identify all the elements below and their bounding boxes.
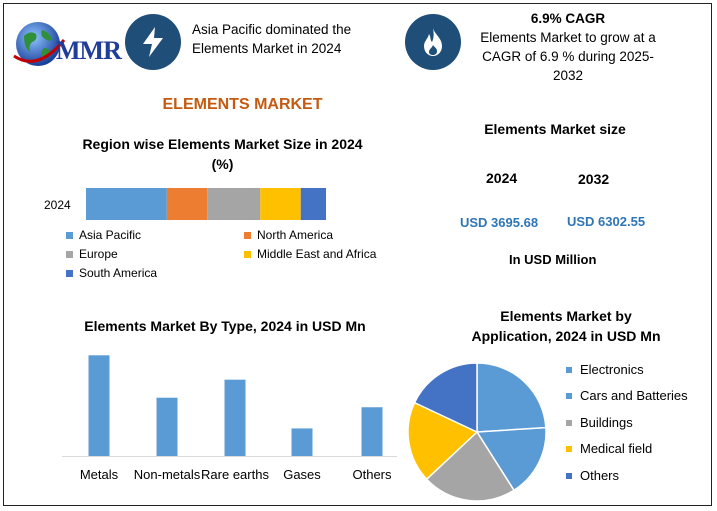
type-bar-others [361, 407, 383, 456]
region-chart-title: Region wise Elements Market Size in 2024… [82, 136, 363, 172]
cagr-title: 6.9% CAGR [530, 11, 606, 26]
market-size-title: Elements Market size [484, 121, 626, 137]
type-bar-non-metals [156, 397, 178, 456]
pie-slice-cars-and-batteries [475, 426, 547, 492]
app-chart-title: Elements Market by Application, 2024 in … [471, 308, 661, 344]
legend-label: Buildings [580, 415, 633, 430]
pie-slice-medical-field [407, 401, 479, 481]
market-size-year-2032: 2032 [578, 171, 610, 187]
type-chart-title: Elements Market By Type, 2024 in USD Mn [84, 318, 366, 334]
legend-swatch [566, 366, 572, 373]
logo-text: MMR [56, 36, 122, 65]
app-legend-item-cars-and-batteries: Cars and Batteries [566, 388, 688, 403]
app-legend-item-others: Others [566, 468, 619, 483]
type-tick-gases: Gases [283, 467, 321, 482]
type-tick-non-metals: Non-metals [133, 467, 201, 482]
type-bar-metals [88, 355, 110, 456]
type-bar-chart [62, 355, 397, 457]
legend-label: Others [580, 468, 620, 483]
application-pie-chart [407, 362, 547, 502]
region-segment-europe [207, 188, 261, 220]
legend-swatch [66, 250, 73, 258]
legend-label: Middle East and Africa [257, 247, 377, 261]
infographic-frame [3, 3, 712, 506]
legend-label: North America [257, 228, 334, 242]
app-legend-item-electronics: Electronics [566, 362, 644, 377]
type-tick-metals: Metals [79, 467, 119, 482]
dominance-text: Asia Pacific dominated the Elements Mark… [192, 22, 352, 56]
legend-label: Electronics [580, 362, 644, 377]
market-size-unit: In USD Million [509, 252, 597, 267]
legend-swatch [566, 392, 572, 399]
region-segment-middle-east-and-africa [260, 188, 301, 220]
region-year-label: 2024 [44, 198, 71, 212]
pie-slice-buildings [425, 430, 516, 502]
mmr-logo: MMR [10, 14, 122, 74]
legend-label: Medical field [580, 441, 653, 456]
legend-label: South America [79, 266, 158, 280]
lightning-icon [125, 14, 181, 70]
flame-icon [405, 14, 461, 70]
market-size-value-2024: USD 3695.68 [460, 215, 539, 230]
cagr-block: 6.9% CAGR Elements Market to grow at a C… [468, 9, 668, 85]
region-legend-item-south-america: South America [66, 266, 157, 280]
legend-swatch [244, 231, 251, 239]
type-tick-others: Others [352, 467, 392, 482]
main-title: ELEMENTS MARKET [162, 96, 323, 113]
region-legend-item-europe: Europe [66, 247, 118, 261]
legend-label: Europe [79, 247, 118, 261]
pie-slice-others [413, 362, 478, 434]
region-stacked-bar [86, 188, 326, 220]
region-legend-item-asia-pacific: Asia Pacific [66, 228, 141, 242]
type-tick-rare-earths: Rare earths [201, 467, 269, 482]
type-bar-rare-earths [224, 379, 246, 456]
legend-swatch [566, 472, 572, 479]
legend-label: Asia Pacific [79, 228, 142, 242]
region-segment-asia-pacific [86, 188, 167, 220]
region-segment-north-america [166, 188, 208, 220]
legend-swatch [566, 445, 572, 452]
type-bar-gases [291, 428, 313, 456]
region-segment-south-america [300, 188, 326, 220]
globe-icon [13, 22, 66, 66]
region-legend-item-middle-east-and-africa: Middle East and Africa [244, 247, 376, 261]
legend-swatch [566, 419, 572, 426]
pie-slice-electronics [476, 362, 547, 433]
app-legend-item-buildings: Buildings [566, 415, 633, 430]
legend-swatch [244, 250, 251, 258]
legend-swatch [66, 269, 73, 277]
market-size-value-2032: USD 6302.55 [567, 214, 646, 229]
market-size-year-2024: 2024 [486, 170, 518, 186]
legend-swatch [66, 231, 73, 239]
legend-label: Cars and Batteries [580, 388, 688, 403]
region-legend-item-north-america: North America [244, 228, 333, 242]
app-legend-item-medical-field: Medical field [566, 441, 652, 456]
